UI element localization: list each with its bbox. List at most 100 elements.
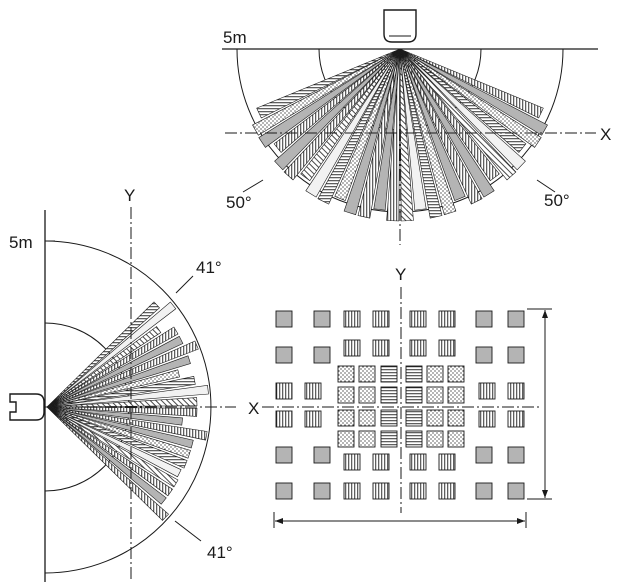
zone-inner bbox=[380, 409, 398, 427]
zone-middle bbox=[372, 453, 390, 471]
zone-inner bbox=[426, 386, 444, 404]
zone-inner bbox=[380, 365, 398, 383]
zone-inner bbox=[358, 409, 376, 427]
zone-inner bbox=[358, 365, 376, 383]
zone-middle bbox=[409, 310, 427, 328]
zone-inner bbox=[447, 430, 465, 448]
zone-outer bbox=[275, 482, 293, 500]
top-fan-segment bbox=[399, 48, 548, 136]
top-fan-segment bbox=[399, 48, 427, 211]
top-fan-segment bbox=[252, 48, 401, 136]
zone-middle bbox=[438, 310, 456, 328]
side-fan-segment bbox=[46, 406, 191, 459]
side-fan-segment bbox=[46, 406, 173, 497]
zone-outer bbox=[475, 446, 493, 464]
zone-middle bbox=[343, 339, 361, 357]
zone-outer bbox=[507, 446, 525, 464]
zone-outer bbox=[313, 446, 331, 464]
side-fan-segment bbox=[46, 406, 188, 469]
zone-inner bbox=[405, 430, 423, 448]
side-fan-segment bbox=[46, 384, 209, 408]
top-view: 5m X 50° 50° bbox=[222, 9, 611, 245]
top-fan-segment bbox=[305, 48, 401, 198]
side-fan-segment bbox=[46, 406, 198, 417]
zone-middle bbox=[372, 339, 390, 357]
side-angle-upper-leader bbox=[175, 275, 194, 294]
zone-width-dimension bbox=[273, 512, 527, 528]
top-fan-segment bbox=[343, 48, 401, 216]
zone-middle bbox=[275, 382, 293, 400]
side-fan-segment bbox=[46, 406, 182, 478]
top-fan-segment bbox=[386, 48, 401, 222]
side-fan-segment bbox=[46, 406, 208, 441]
zone-grid bbox=[275, 310, 525, 500]
zone-outer bbox=[475, 310, 493, 328]
top-fan-segment bbox=[300, 48, 401, 182]
zone-inner bbox=[426, 409, 444, 427]
zone-map: Y bbox=[262, 265, 552, 528]
top-fan-segment bbox=[399, 48, 443, 219]
side-fan-segment bbox=[46, 406, 169, 521]
top-fan-segment bbox=[334, 48, 401, 201]
side-fan-segment bbox=[46, 376, 196, 408]
side-detection-fan bbox=[46, 301, 209, 521]
top-angle-right-label: 50° bbox=[544, 191, 570, 210]
side-fan-segment bbox=[46, 406, 179, 488]
side-angle-lower-label: 41° bbox=[207, 543, 233, 562]
top-x-axis-label: X bbox=[600, 125, 611, 144]
zone-middle bbox=[343, 453, 361, 471]
zone-inner bbox=[380, 430, 398, 448]
zone-middle bbox=[343, 482, 361, 500]
top-angle-right-leader bbox=[536, 179, 556, 193]
side-fan-segment bbox=[46, 335, 184, 408]
top-angle-left-leader bbox=[242, 179, 264, 193]
zone-height-dimension bbox=[527, 308, 552, 500]
top-fan-segment bbox=[399, 48, 483, 205]
zone-outer bbox=[507, 310, 525, 328]
zone-inner bbox=[426, 430, 444, 448]
zone-middle bbox=[409, 453, 427, 471]
zone-inner bbox=[447, 409, 465, 427]
top-fan-segment bbox=[283, 48, 401, 181]
side-fan-segment bbox=[46, 326, 179, 408]
top-range-label: 5m bbox=[223, 28, 247, 47]
zone-inner bbox=[337, 409, 355, 427]
zone-middle bbox=[343, 310, 361, 328]
sensor-side-icon bbox=[9, 393, 45, 421]
zone-outer bbox=[275, 310, 293, 328]
zone-middle bbox=[438, 339, 456, 357]
zone-outer bbox=[313, 310, 331, 328]
zone-middle bbox=[409, 339, 427, 357]
zone-middle bbox=[409, 482, 427, 500]
side-fan-segment bbox=[46, 340, 199, 408]
top-fan-segment bbox=[399, 48, 517, 181]
sensor-head-icon bbox=[383, 9, 417, 43]
zone-middle bbox=[438, 482, 456, 500]
zone-inner bbox=[337, 365, 355, 383]
side-fan-segment bbox=[46, 406, 194, 449]
side-fan-segment bbox=[46, 406, 167, 505]
side-angle-upper-label: 41° bbox=[196, 258, 222, 277]
top-fan-segment bbox=[399, 48, 500, 182]
top-fan-segment bbox=[317, 48, 401, 205]
zone-inner bbox=[358, 386, 376, 404]
zone-inner bbox=[358, 430, 376, 448]
top-detection-fan bbox=[252, 48, 548, 222]
zone-outer bbox=[475, 482, 493, 500]
zone-middle bbox=[478, 382, 496, 400]
zone-inner bbox=[447, 365, 465, 383]
zone-inner bbox=[405, 386, 423, 404]
top-fan-segment bbox=[399, 48, 542, 148]
top-fan-segment bbox=[399, 48, 457, 216]
zone-inner bbox=[337, 430, 355, 448]
top-fan-segment bbox=[357, 48, 401, 219]
zone-inner bbox=[426, 365, 444, 383]
side-fan-segment bbox=[46, 326, 162, 408]
side-fan-segment bbox=[46, 301, 177, 408]
zone-inner bbox=[447, 386, 465, 404]
zone-middle bbox=[478, 410, 496, 428]
zone-middle bbox=[507, 410, 525, 428]
zone-middle bbox=[275, 410, 293, 428]
zone-middle bbox=[372, 310, 390, 328]
